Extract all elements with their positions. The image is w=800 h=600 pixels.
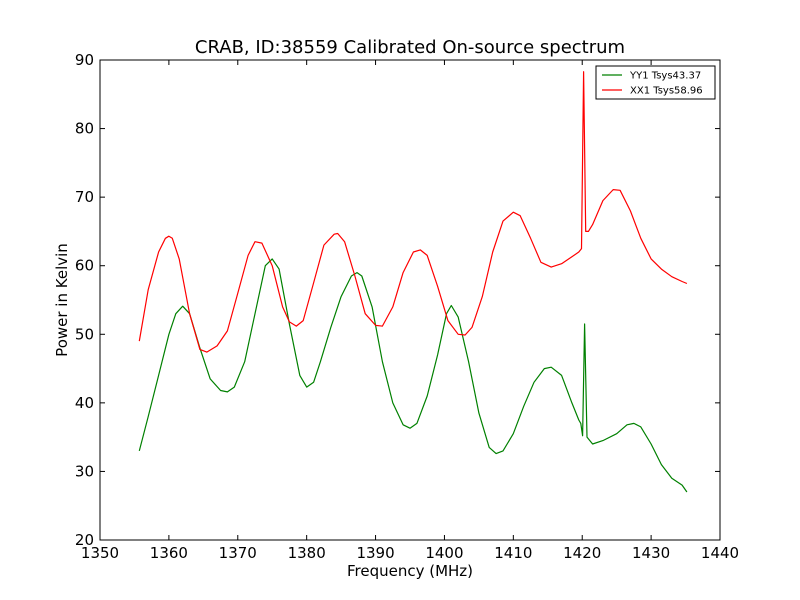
- y-tick-label: 80: [75, 120, 94, 138]
- y-tick-label: 70: [75, 188, 94, 206]
- x-tick-label: 1390: [356, 544, 394, 562]
- plot-area: [100, 60, 720, 540]
- x-tick-label: 1400: [425, 544, 463, 562]
- x-tick-label: 1410: [494, 544, 532, 562]
- series-line-yy1: [138, 258, 688, 493]
- axis-ticks: 1350 1360 1370 1380 1390 1400 1410 1420 1430 1440…: [75, 51, 739, 562]
- plot-frame: [99, 59, 721, 541]
- series-line-xx1: [138, 71, 688, 353]
- x-tick-label: 1360: [150, 544, 188, 562]
- y-tick-label: 40: [75, 394, 94, 412]
- legend-label: YY1 Tsys43.37: [629, 71, 701, 82]
- x-axis-title: Frequency (MHz): [347, 562, 473, 580]
- x-tick-label: 1440: [701, 544, 739, 562]
- series-lines: [138, 71, 688, 493]
- chart-title: CRAB, ID:38559 Calibrated On-source spec…: [195, 37, 625, 58]
- x-tick-label: 1350: [81, 544, 119, 562]
- x-tick-label: 1420: [563, 544, 601, 562]
- x-tick-label: 1380: [288, 544, 326, 562]
- legend-label: XX1 Tsys58.96: [630, 86, 703, 97]
- y-tick-label: 60: [75, 257, 94, 275]
- legend: YY1 Tsys43.37 XX1 Tsys58.96: [595, 65, 716, 100]
- x-tick-label: 1430: [632, 544, 670, 562]
- y-tick-label: 30: [75, 462, 94, 480]
- y-tick-label: 50: [75, 325, 94, 343]
- y-axis-title: Power in Kelvin: [53, 243, 71, 357]
- y-tick-label: 90: [75, 51, 94, 69]
- legend-box: [595, 65, 716, 100]
- x-tick-label: 1370: [219, 544, 257, 562]
- y-tick-label: 20: [75, 531, 94, 549]
